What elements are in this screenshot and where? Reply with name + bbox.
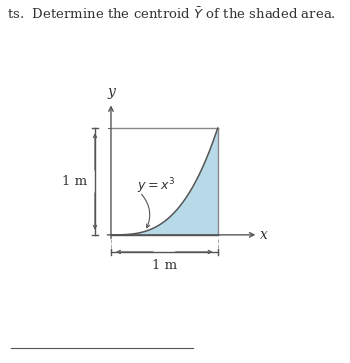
Text: x: x — [260, 228, 268, 242]
Text: y: y — [107, 85, 115, 99]
Text: $y = x^3$: $y = x^3$ — [136, 176, 175, 196]
Text: ts.  Determine the centroid $\bar{Y}$ of the shaded area.: ts. Determine the centroid $\bar{Y}$ of … — [7, 7, 336, 22]
Text: 1 m: 1 m — [152, 260, 177, 272]
Text: 1 m: 1 m — [62, 175, 88, 188]
